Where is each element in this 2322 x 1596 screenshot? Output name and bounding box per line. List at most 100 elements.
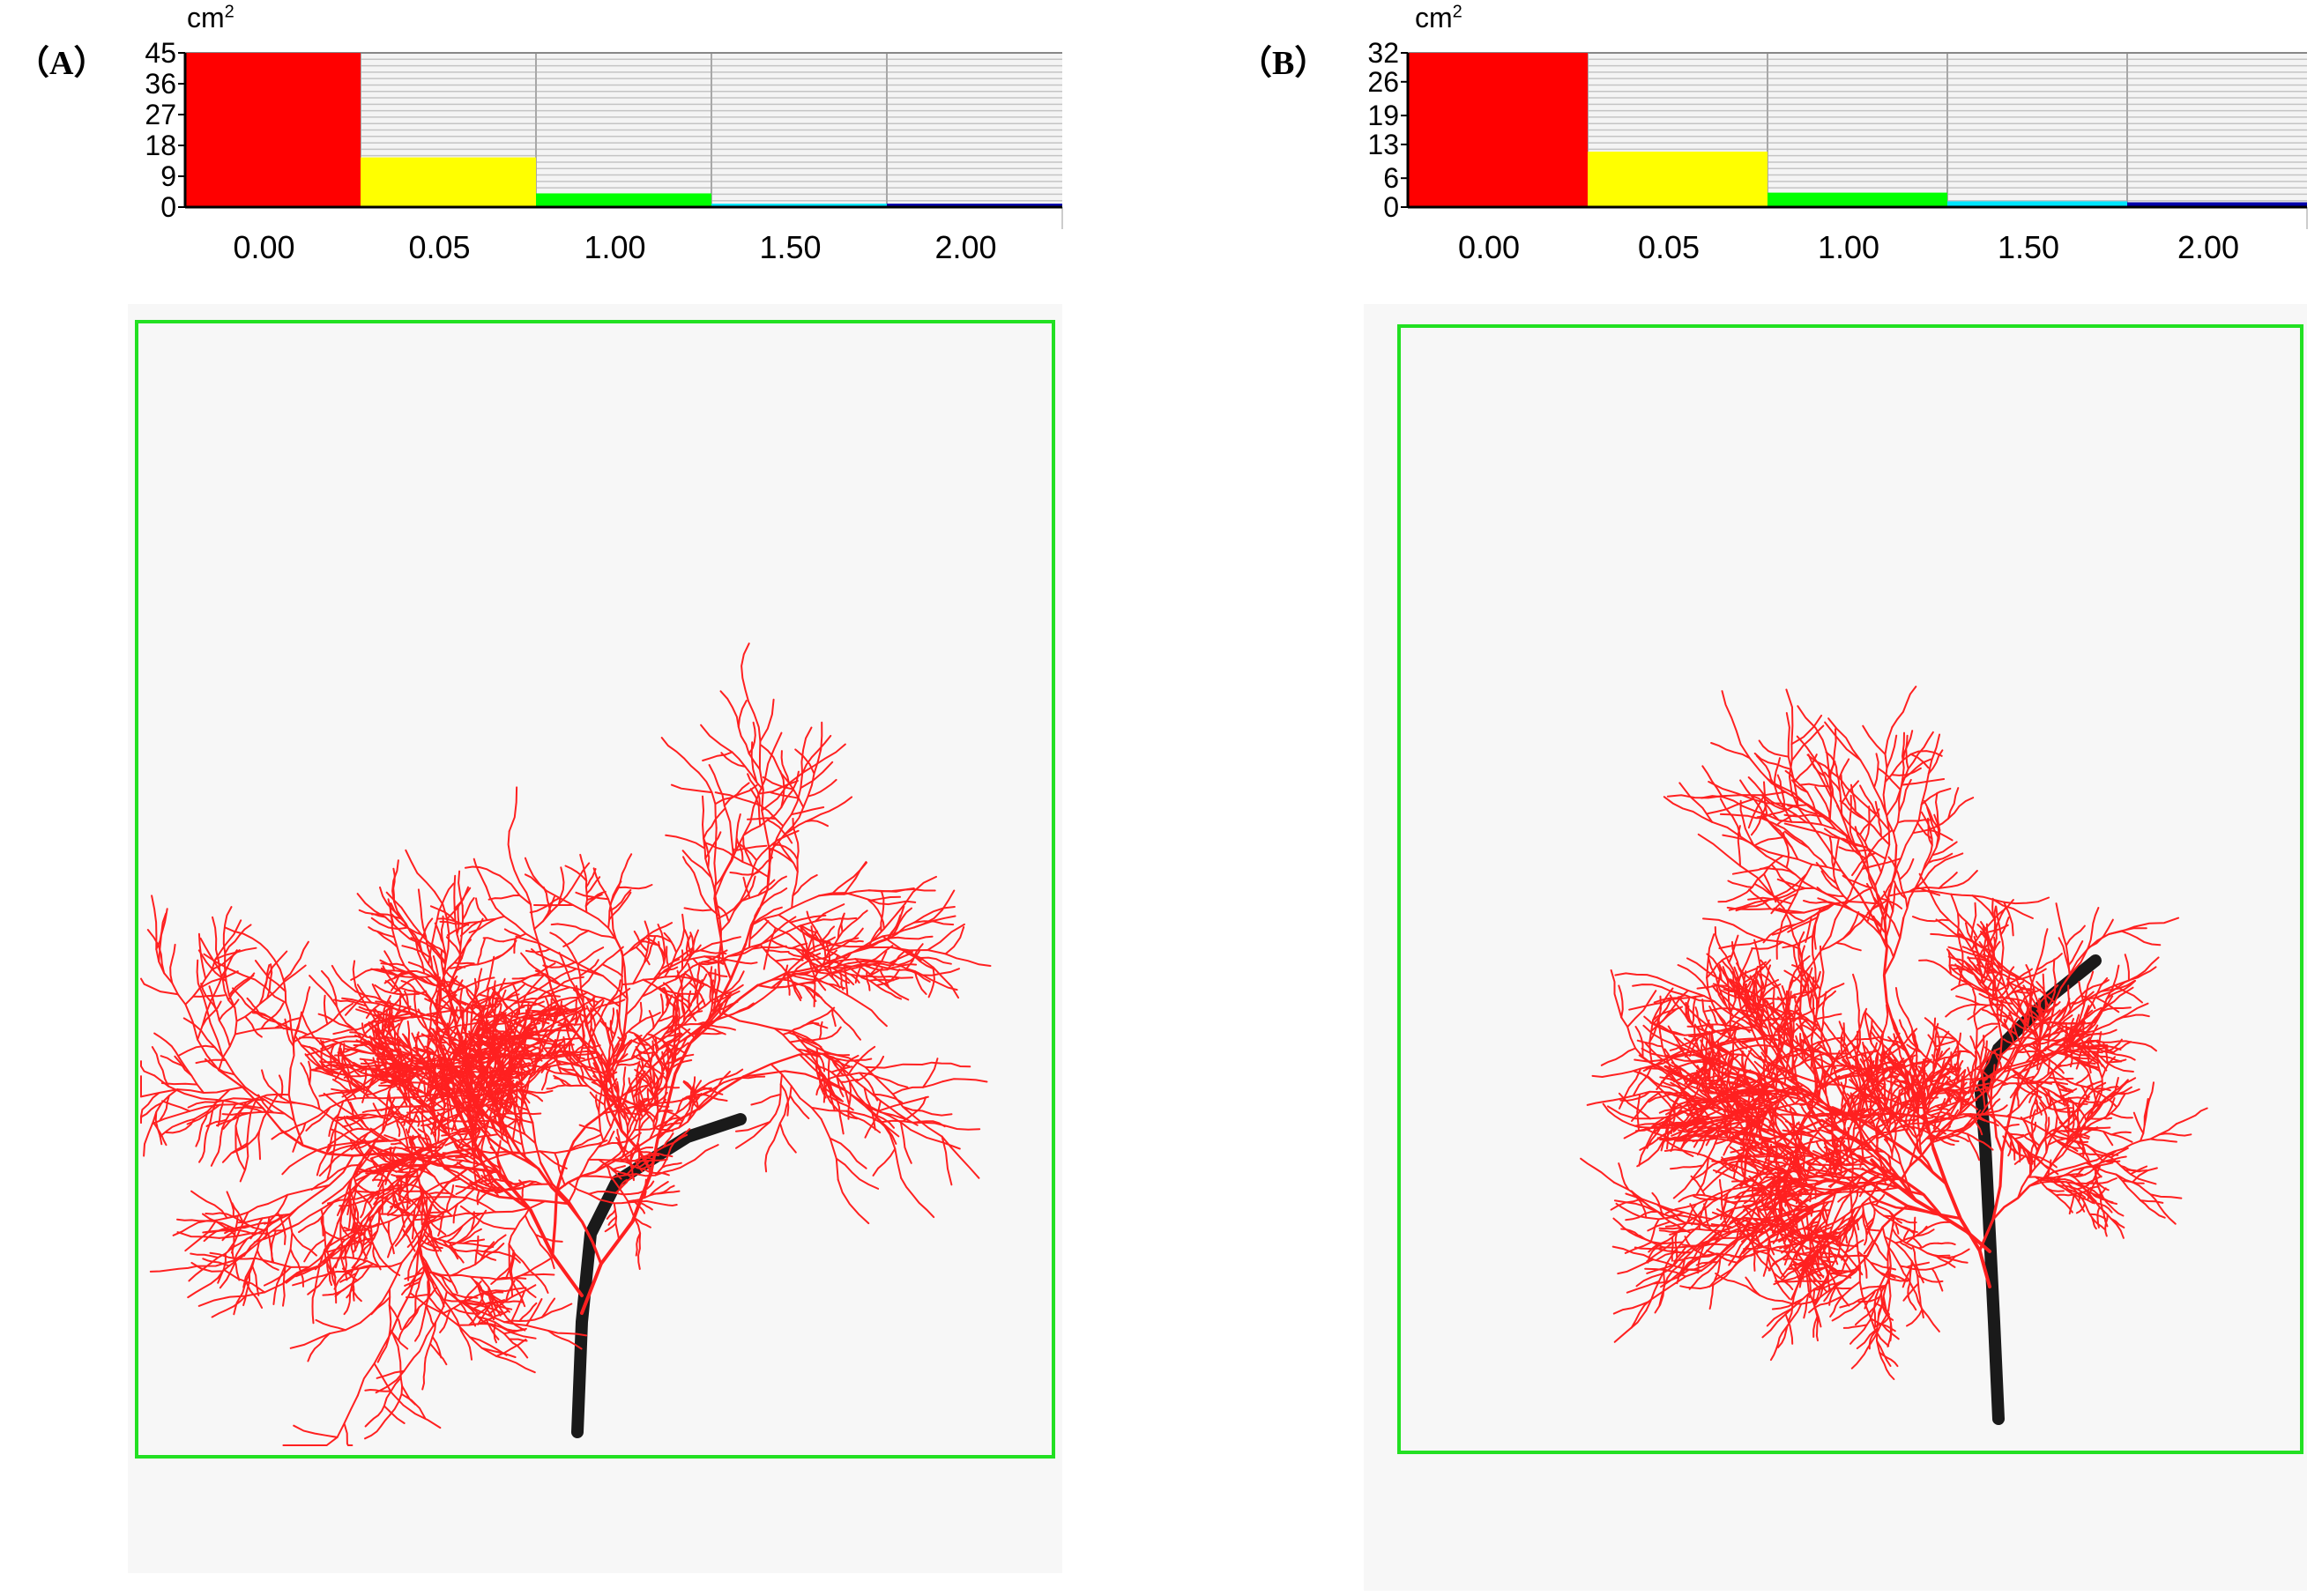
root-segment — [331, 1088, 360, 1092]
root-segment — [1879, 897, 1903, 909]
root-segment — [708, 764, 726, 807]
root-segment — [320, 1208, 327, 1248]
root-segment — [1759, 1086, 1792, 1119]
root-segment — [491, 988, 509, 1010]
root-segment — [1946, 1061, 1959, 1070]
root-segment — [1881, 1273, 1909, 1282]
root-segment — [518, 881, 540, 942]
root-segment — [2121, 930, 2162, 946]
root-segment — [562, 963, 604, 977]
root-segment — [211, 1295, 247, 1318]
root-segment — [227, 975, 255, 997]
root-segment — [567, 1181, 601, 1201]
root-segment — [689, 932, 695, 954]
root-segment — [503, 915, 540, 942]
root-segment — [231, 1246, 241, 1281]
root-segment — [521, 1186, 524, 1199]
root-segment — [1850, 1342, 1872, 1370]
root-segment — [854, 962, 862, 984]
root-segment — [902, 1106, 953, 1117]
root-segment — [384, 916, 420, 945]
root-segment — [1832, 867, 1850, 902]
root-segment — [153, 1032, 181, 1059]
root-segment — [2067, 984, 2072, 1011]
root-segment — [1769, 907, 1821, 914]
root-segment — [547, 1330, 583, 1350]
root-segment — [400, 980, 420, 995]
root-segment — [1825, 751, 1840, 781]
root-segment — [1768, 1007, 1790, 1028]
root-segment — [2102, 1130, 2114, 1147]
root-segment — [1824, 721, 1862, 761]
root-segment — [681, 990, 685, 1016]
root-segment — [430, 1140, 443, 1147]
root-segment — [526, 1014, 550, 1025]
root-segment — [1770, 1060, 1779, 1080]
root-segment — [1875, 1315, 1890, 1327]
root-segment — [1773, 1221, 1791, 1235]
root-segment — [1636, 1138, 1666, 1168]
root-segment — [1746, 1158, 1780, 1169]
root-segment — [450, 1088, 464, 1096]
root-segment — [2072, 1186, 2088, 1195]
root-segment — [1658, 1271, 1666, 1307]
root-segment — [1649, 1218, 1660, 1243]
root-segment — [445, 936, 463, 960]
root-segment — [176, 1231, 220, 1239]
root-segment — [1792, 1007, 1815, 1023]
root-segment — [658, 1033, 683, 1050]
root-segment — [342, 1128, 376, 1154]
root-segment — [802, 761, 819, 809]
root-segment — [298, 1220, 319, 1234]
root-segment — [843, 970, 860, 984]
root-segment — [1684, 1259, 1713, 1271]
root-segment — [273, 1017, 301, 1029]
root-segment — [491, 1029, 510, 1050]
root-segment — [674, 1015, 678, 1043]
root-segment — [782, 773, 804, 828]
root-segment — [1891, 686, 1917, 729]
y-tick-label: 32 — [1367, 37, 1399, 69]
root-segment — [1815, 1316, 1820, 1342]
root-segment — [1842, 1324, 1868, 1329]
root-segment — [770, 1063, 822, 1120]
root-segment — [1811, 907, 1821, 956]
root-segment — [221, 1142, 249, 1163]
root-segment — [1773, 907, 1805, 914]
root-segment — [762, 964, 789, 1000]
root-segment — [844, 1021, 861, 1041]
root-segment — [364, 1405, 385, 1428]
root-segment — [828, 984, 864, 1006]
root-segment — [507, 1012, 519, 1032]
root-segment — [436, 917, 470, 926]
root-segment — [798, 982, 816, 985]
root-segment — [710, 966, 714, 996]
root-segment — [406, 1293, 433, 1299]
root-segment — [644, 1065, 667, 1080]
root-segment — [510, 1270, 514, 1298]
root-segment — [2146, 1081, 2155, 1110]
root-segment — [326, 1231, 357, 1263]
root-segment — [2089, 1117, 2113, 1120]
root-segment — [211, 949, 241, 971]
root-segment — [1864, 1256, 1868, 1279]
root-segment — [1727, 880, 1753, 888]
root-segment — [1675, 1137, 1718, 1142]
root-segment — [484, 1037, 512, 1046]
root-segment — [331, 1128, 361, 1145]
root-segment — [630, 1033, 649, 1060]
root-segment — [1759, 867, 1797, 876]
root-segment — [2075, 1202, 2086, 1214]
root-segment — [518, 1302, 538, 1322]
root-segment — [160, 1055, 187, 1068]
y-tick-label: 9 — [160, 160, 176, 192]
root-segment — [1865, 1296, 1877, 1326]
root-segment — [1927, 749, 1944, 775]
root-segment — [300, 1062, 311, 1086]
root-segment — [1991, 1013, 2010, 1019]
root-segment — [384, 1029, 407, 1048]
root-segment — [1756, 1167, 1777, 1186]
root-segment — [398, 975, 433, 978]
root-segment — [349, 1258, 361, 1277]
root-segment — [1701, 998, 1715, 1031]
